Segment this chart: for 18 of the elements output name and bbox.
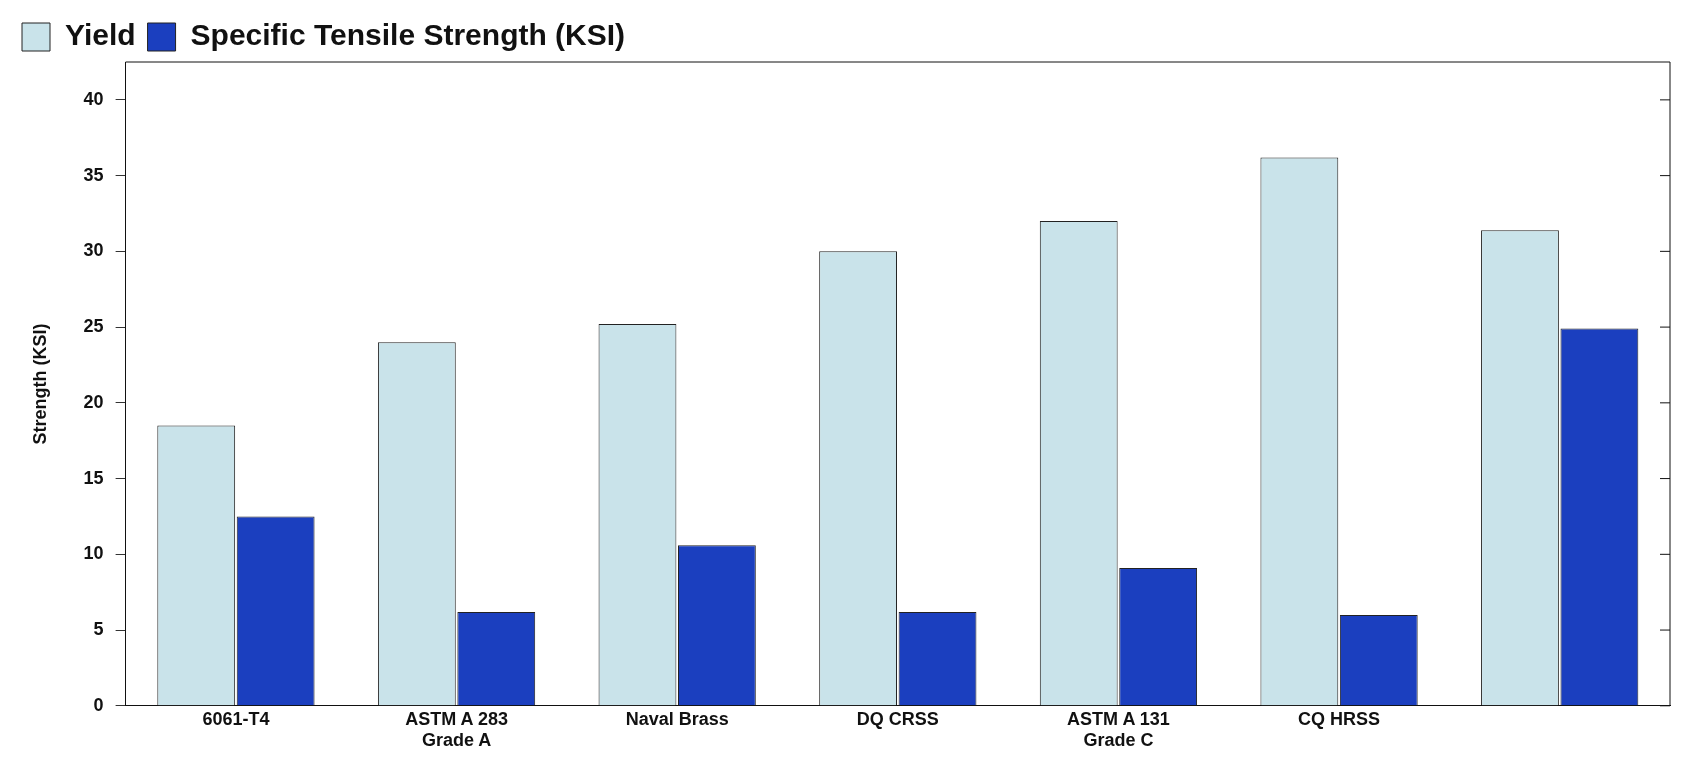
y-axis-title: Strength (KSI)	[29, 323, 50, 445]
y-tick-label: 0	[93, 694, 104, 715]
y-tick-label: 5	[93, 619, 104, 640]
x-tick-label: CQ HRSS	[1298, 708, 1381, 729]
x-tick-label: Naval Brass	[625, 708, 729, 729]
x-tick-label: DQ CRSS	[856, 708, 939, 729]
y-tick-label: 35	[83, 164, 104, 185]
x-tick-label: ASTM A 283 Grade A	[405, 708, 508, 751]
y-tick-label: 25	[83, 316, 104, 337]
legend-label: Specific Tensile Strength (KSI)	[190, 18, 626, 52]
y-tick-label: 10	[83, 543, 104, 564]
legend-label: Yield	[65, 18, 136, 52]
y-tick-label: 20	[83, 391, 104, 412]
x-tick-label: ASTM A 131 Grade C	[1067, 708, 1170, 751]
y-tick-label: 15	[83, 467, 104, 488]
x-tick-label: 6061-T4	[202, 708, 270, 729]
y-tick-label: 40	[83, 88, 104, 109]
y-tick-label: 30	[83, 240, 104, 261]
